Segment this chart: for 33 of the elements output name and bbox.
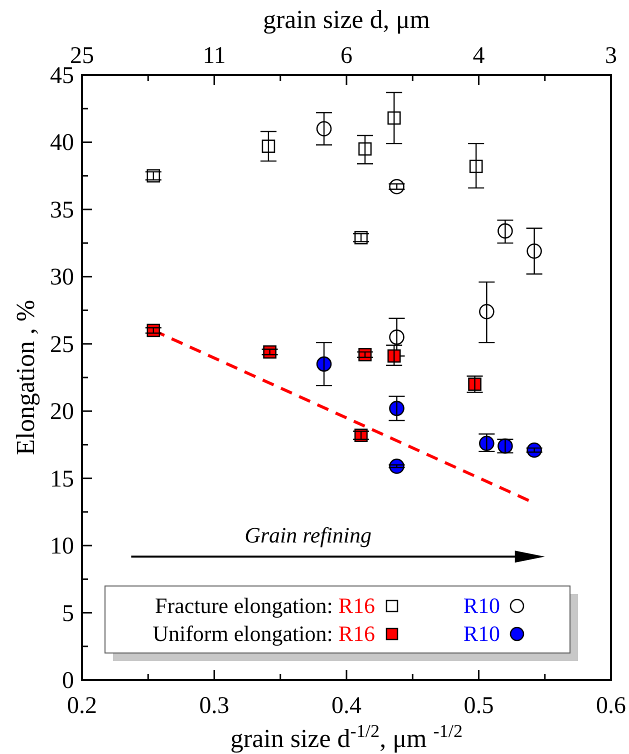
y-tick-label: 20 xyxy=(50,399,74,426)
annotation: Grain refining xyxy=(244,522,372,548)
x-tick-label: 0.6 xyxy=(596,693,626,719)
y-axis-title: Elongation , % xyxy=(11,300,40,456)
point xyxy=(316,356,332,372)
point xyxy=(316,121,332,136)
legend-label: R10 xyxy=(463,621,500,646)
text: 4 xyxy=(472,43,485,69)
x2-axis-title: grain size d, μm xyxy=(262,5,430,34)
point xyxy=(387,349,401,363)
point xyxy=(469,160,483,174)
x-axis-title: grain size d$^{-1/2}$, μm $^{-1/2}$ xyxy=(230,721,463,753)
text: 11 xyxy=(202,43,226,69)
y-tick-label: 30 xyxy=(50,264,74,291)
text: 6 xyxy=(340,43,352,69)
text: 3 xyxy=(605,43,617,69)
y-tick-label: 45 xyxy=(50,63,74,89)
point xyxy=(387,111,401,125)
legend-label: Fracture elongation: R16 xyxy=(155,593,375,618)
y-tick-label: 0 xyxy=(62,668,74,694)
y-tick-label: 25 xyxy=(50,332,74,358)
x-tick-label: 0.5 xyxy=(464,693,494,719)
legend-label: Uniform elongation: R16 xyxy=(152,621,375,646)
y-tick-label: 15 xyxy=(50,466,74,492)
y-tick-label: 10 xyxy=(50,534,74,560)
x-tick-label: 0.4 xyxy=(332,693,362,719)
point xyxy=(262,140,276,153)
y-tick-label: 35 xyxy=(50,197,74,224)
legend-label: R10 xyxy=(463,593,500,618)
x-tick-label: 0.2 xyxy=(67,693,97,719)
x-tick-label: 0.3 xyxy=(199,693,230,719)
y-tick-label: 40 xyxy=(50,130,74,156)
y-tick-label: 5 xyxy=(62,600,74,627)
